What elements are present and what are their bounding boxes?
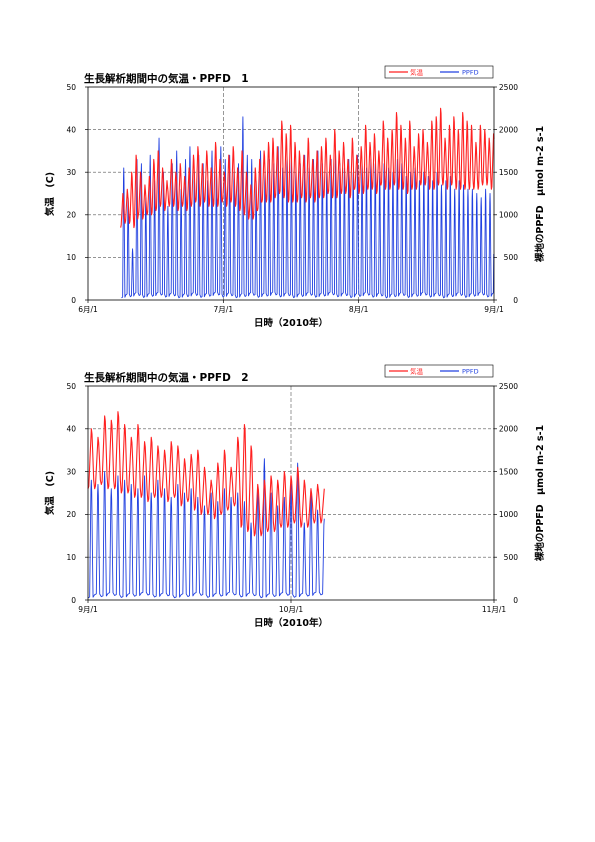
panel-1-title: 生長解析期間中の気温・PPFD 1 xyxy=(84,72,249,85)
y-tick-label-left: 20 xyxy=(66,510,76,519)
panel-1-x-axis-label: 日時（2010年） xyxy=(254,317,328,329)
x-tick-label: 10月/1 xyxy=(279,605,304,614)
y-tick-label-left: 0 xyxy=(71,296,76,305)
panel-2-legend-ppfd-label: PPFD xyxy=(462,368,479,376)
x-tick-label: 11月/1 xyxy=(482,605,507,614)
y-tick-label-right: 1000 xyxy=(499,510,518,519)
y-tick-label-right: 2000 xyxy=(499,425,518,434)
x-tick-label: 8月/1 xyxy=(349,305,369,314)
y-tick-label-left: 40 xyxy=(66,425,76,434)
y-tick-label-right: 1000 xyxy=(499,211,518,220)
panel-2-legend-temp-label: 気温 xyxy=(410,367,424,376)
ppfd-line xyxy=(121,116,495,299)
y-tick-label-right: 1500 xyxy=(499,467,518,476)
y-tick-label-right: 2000 xyxy=(499,125,518,134)
y-tick-label-right: 2500 xyxy=(499,83,518,92)
y-tick-label-left: 30 xyxy=(66,168,76,177)
y-tick-label-right: 0 xyxy=(513,296,518,305)
y-tick-label-right: 500 xyxy=(504,253,519,262)
y-tick-label-right: 500 xyxy=(504,553,519,562)
ppfd-line xyxy=(87,458,325,599)
panel-1: 生長解析期間中の気温・PPFD 1 気温 PPFD 0 10 20 30 40 50 0 5… xyxy=(44,65,546,329)
panel-1-y-ticks-right: 0 500 1000 1500 2000 2500 xyxy=(494,83,518,305)
panel-1-y-ticks-left: 0 10 20 30 40 50 xyxy=(66,83,88,305)
temperature-line xyxy=(120,107,495,229)
y-tick-label-right: 1500 xyxy=(499,168,518,177)
x-tick-label: 9月/1 xyxy=(78,605,98,614)
panel-1-legend: 気温 PPFD xyxy=(384,65,494,79)
panel-1-y-axis-label-right: 裸地のPPFD μmol m-2 s-1 xyxy=(534,126,546,262)
y-tick-label-left: 30 xyxy=(66,467,76,476)
x-tick-label: 9月/1 xyxy=(484,305,504,314)
y-tick-label-left: 40 xyxy=(66,125,76,134)
temperature-line xyxy=(87,411,325,537)
panel-1-y-axis-label-left: 気温 (C) xyxy=(44,172,56,216)
panel-1-ppfd-series xyxy=(121,116,495,299)
panel-2-x-ticks: 9月/1 10月/1 11月/1 xyxy=(78,600,506,614)
y-tick-label-left: 10 xyxy=(66,253,76,262)
y-tick-label-right: 2500 xyxy=(499,382,518,391)
panel-1-plot-frame xyxy=(87,86,495,301)
panel-1-x-ticks: 6月/1 7月/1 8月/1 9月/1 xyxy=(78,300,504,314)
panel-2-y-axis-label-right: 裸地のPPFD μmol m-2 s-1 xyxy=(534,425,546,561)
panel-2-legend: 気温 PPFD xyxy=(384,364,494,378)
y-tick-label-left: 20 xyxy=(66,211,76,220)
panel-2-ppfd-series xyxy=(87,458,325,599)
panel-1-temp-series xyxy=(120,107,495,229)
x-tick-label: 6月/1 xyxy=(78,305,98,314)
y-tick-label-left: 50 xyxy=(66,83,76,92)
panel-2-y-ticks-left: 0 10 20 30 40 50 xyxy=(66,382,88,605)
panel-2-x-axis-label: 日時（2010年） xyxy=(254,617,328,629)
y-tick-label-left: 0 xyxy=(71,596,76,605)
y-tick-label-right: 0 xyxy=(513,596,518,605)
x-tick-label: 7月/1 xyxy=(214,305,234,314)
panel-2-y-axis-label-left: 気温 (C) xyxy=(44,471,56,515)
panel-1-legend-ppfd-label: PPFD xyxy=(462,69,479,77)
panel-2-y-ticks-right: 0 500 1000 1500 2000 2500 xyxy=(494,382,518,605)
panel-1-legend-temp-label: 気温 xyxy=(410,68,424,77)
panel-1-legend-box xyxy=(384,65,494,79)
panel-2-legend-box xyxy=(384,364,494,378)
y-tick-label-left: 50 xyxy=(66,382,76,391)
panel-2: 生長解析期間中の気温・PPFD 2 気温 PPFD 0 10 20 30 40 50 0 5… xyxy=(44,364,546,629)
y-tick-label-left: 10 xyxy=(66,553,76,562)
panel-2-title: 生長解析期間中の気温・PPFD 2 xyxy=(84,371,249,384)
panel-2-temp-series xyxy=(87,411,325,537)
